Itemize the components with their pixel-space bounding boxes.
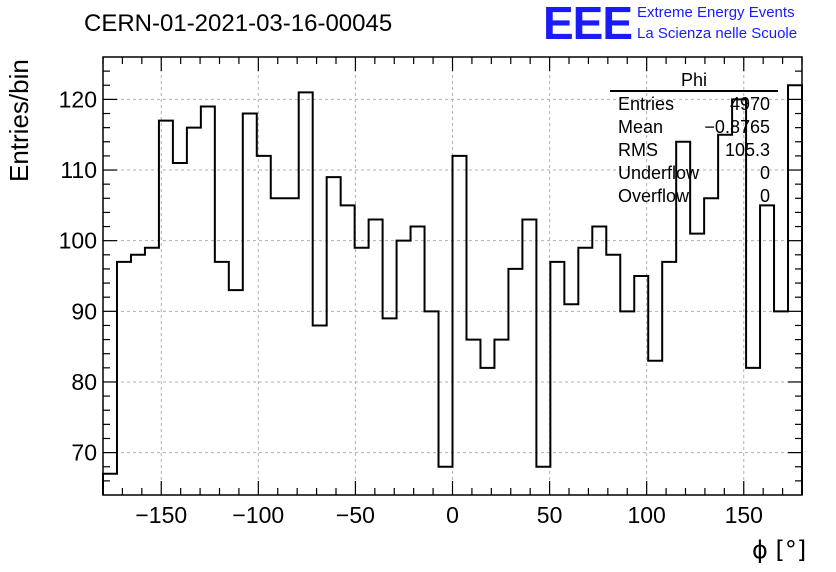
- histogram-bin: [606, 255, 620, 495]
- y-tick-label: 70: [71, 440, 97, 466]
- histogram-bin: [117, 262, 131, 495]
- x-tick-label: −150: [135, 502, 187, 528]
- chart-title: CERN-01-2021-03-16-00045: [84, 10, 393, 37]
- histogram-bin: [690, 234, 704, 495]
- logo-text-line2: La Scienza nelle Scuole: [637, 25, 798, 42]
- histogram-bin: [536, 467, 550, 495]
- histogram-bin: [453, 156, 467, 495]
- stats-value: −0.8765: [704, 117, 770, 137]
- stats-key: Mean: [618, 117, 664, 137]
- histogram-bin: [285, 198, 299, 495]
- histogram-bin: [592, 227, 606, 495]
- histogram-bin: [760, 205, 774, 495]
- stats-row-rms: RMS 105.3: [618, 140, 770, 164]
- stats-key: Entries: [618, 94, 675, 114]
- histogram-bin: [480, 368, 494, 495]
- histogram-bin: [522, 219, 536, 495]
- histogram-bin: [634, 276, 648, 495]
- histogram-bin: [466, 340, 480, 495]
- y-tick-label: 120: [59, 86, 97, 112]
- histogram-bin: [383, 318, 397, 495]
- histogram-bin: [159, 121, 173, 495]
- histogram-bin: [257, 156, 271, 495]
- x-tick-label: 150: [725, 502, 763, 528]
- histogram-bin: [746, 368, 760, 495]
- x-tick-label: 100: [627, 502, 665, 528]
- stats-row-underflow: Underflow 0: [618, 163, 770, 187]
- x-axis-label: ϕ [°]: [752, 536, 807, 564]
- histogram-bin: [550, 262, 564, 495]
- stats-value: 105.3: [724, 140, 770, 160]
- stats-row-entries: Entries 4970: [618, 94, 770, 118]
- y-axis-label: Entries/bin: [4, 59, 34, 182]
- histogram-bin: [369, 219, 383, 495]
- stats-value: 4970: [729, 94, 770, 114]
- histogram-bars: [102, 84, 803, 495]
- stats-value: 0: [759, 186, 770, 206]
- histogram-bin: [355, 248, 369, 495]
- stats-value: 0: [759, 163, 770, 183]
- histogram-bin: [774, 311, 788, 495]
- histogram-bin: [788, 85, 802, 495]
- logo-text-line1: Extreme Energy Events: [637, 4, 795, 21]
- histogram-bin: [271, 198, 285, 495]
- histogram-bin: [103, 474, 117, 495]
- x-tick-label: −100: [232, 502, 284, 528]
- stats-key: RMS: [618, 140, 658, 160]
- stats-key: Underflow: [618, 163, 700, 183]
- histogram-bin: [578, 248, 592, 495]
- histogram-bin: [173, 163, 187, 495]
- histogram-bin: [494, 340, 508, 495]
- histogram-bin: [411, 227, 425, 495]
- stats-row-overflow: Overflow 0: [618, 186, 770, 210]
- stats-key: Overflow: [618, 186, 690, 206]
- y-tick-label: 80: [71, 369, 97, 395]
- tick-labels: −150 −100 −50 0 50 100 150 70 80 90 100 110 120: [59, 86, 763, 528]
- histogram-bin: [187, 128, 201, 495]
- y-tick-label: 90: [71, 298, 97, 324]
- histogram-bin: [620, 311, 634, 495]
- histogram-bin: [313, 325, 327, 495]
- histogram-bin: [564, 304, 578, 495]
- histogram-bin: [508, 269, 522, 495]
- histogram-bin: [243, 114, 257, 495]
- histogram-bin: [662, 262, 676, 495]
- histogram-bin: [327, 177, 341, 495]
- x-tick-label: −50: [336, 502, 375, 528]
- histogram-bin: [648, 361, 662, 495]
- histogram-bin: [201, 106, 215, 495]
- y-tick-label: 100: [59, 228, 97, 254]
- stats-title: Phi: [680, 70, 707, 90]
- ticks: [102, 57, 803, 495]
- histogram-bin: [145, 248, 159, 495]
- stats-row-mean: Mean −0.8765: [618, 117, 770, 141]
- x-tick-label: 50: [537, 502, 563, 528]
- stats-divider: [610, 90, 778, 92]
- histogram-bin: [131, 255, 145, 495]
- histogram-bin: [229, 290, 243, 495]
- x-tick-label: 0: [446, 502, 459, 528]
- histogram-bin: [341, 205, 355, 495]
- y-tick-label: 110: [60, 157, 97, 183]
- stats-box: Phi Entries 4970 Mean −0.8765 RMS 105.3 …: [610, 70, 778, 210]
- histogram-outline: [102, 84, 803, 495]
- eee-logo: EEE: [543, 0, 633, 49]
- histogram-bin: [704, 198, 718, 495]
- histogram-bin: [397, 241, 411, 495]
- histogram-bin: [215, 262, 229, 495]
- histogram-bin: [299, 92, 313, 495]
- histogram-bin: [439, 467, 453, 495]
- histogram-bin: [425, 311, 439, 495]
